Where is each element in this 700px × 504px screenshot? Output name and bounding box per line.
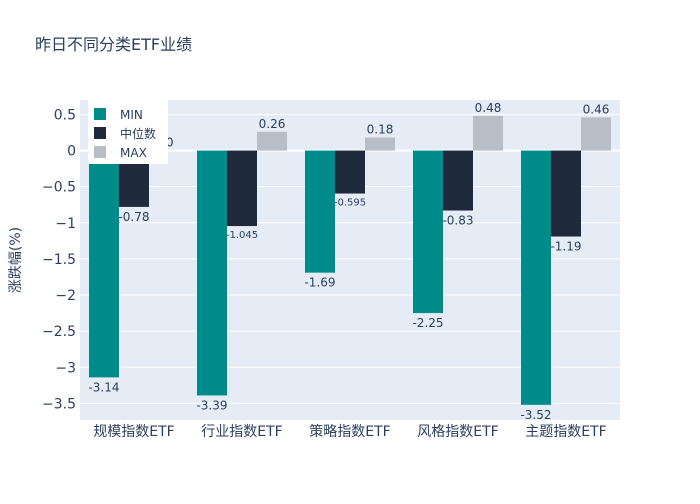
data-label: -1.19 (550, 240, 581, 254)
data-label: -3.39 (196, 398, 227, 412)
legend-swatch (94, 127, 106, 139)
x-tick-label: 主题指数ETF (525, 424, 606, 440)
bar-min-1 (89, 151, 119, 378)
y-tick-label: 0 (67, 144, 76, 160)
legend: MIN 中位数 MAX (88, 100, 168, 164)
bar-max-3 (365, 138, 395, 151)
bar--4 (443, 151, 473, 211)
data-label: 0.18 (367, 123, 394, 137)
data-label: -1.045 (226, 230, 258, 241)
data-label: -0.83 (442, 214, 473, 228)
data-label: -0.595 (334, 198, 366, 209)
bar-min-3 (305, 151, 335, 273)
data-label: -2.25 (412, 316, 443, 330)
bar--3 (335, 151, 365, 194)
y-tick-label: −3.5 (42, 396, 76, 412)
legend-label: 中位数 (120, 126, 156, 141)
bar-min-5 (521, 151, 551, 405)
data-label: -0.78 (118, 210, 149, 224)
data-label: -3.14 (88, 380, 119, 394)
chart-title: 昨日不同分类ETF业绩 (35, 35, 192, 54)
legend-label: MAX (120, 146, 147, 160)
y-tick-label: −2 (55, 288, 76, 304)
data-label: 0.46 (583, 102, 610, 116)
y-tick-label: −0.5 (42, 180, 76, 196)
bar-max-5 (581, 117, 611, 150)
y-tick-label: −2.5 (42, 324, 76, 340)
bar-min-2 (197, 151, 227, 396)
bar-min-4 (413, 151, 443, 314)
legend-swatch (94, 108, 106, 120)
y-axis-title: 涨跌幅(%) (8, 227, 24, 293)
data-label: -3.52 (520, 408, 551, 422)
y-tick-label: −3 (55, 360, 76, 376)
data-label: 0.48 (475, 101, 502, 115)
x-tick-label: 风格指数ETF (417, 424, 498, 440)
y-axis: 0.5 0 −0.5 −1 −1.5 −2 −2.5 −3 −3.5 (42, 107, 76, 412)
y-tick-label: 0.5 (54, 107, 76, 123)
x-tick-label: 策略指数ETF (309, 423, 390, 440)
legend-label: MIN (120, 108, 143, 122)
bar-max-2 (257, 132, 287, 151)
x-tick-label: 行业指数ETF (201, 424, 282, 440)
legend-swatch (94, 146, 106, 158)
y-tick-label: −1.5 (42, 252, 76, 268)
x-axis: 规模指数ETF 行业指数ETF 策略指数ETF 风格指数ETF 主题指数ETF (93, 423, 606, 440)
data-label: -1.69 (304, 276, 335, 290)
y-tick-label: −1 (55, 216, 76, 232)
x-tick-label: 规模指数ETF (93, 424, 174, 440)
bar--5 (551, 151, 581, 237)
bar-max-4 (473, 116, 503, 151)
data-label: 0.26 (259, 117, 286, 131)
bar--2 (227, 151, 257, 226)
